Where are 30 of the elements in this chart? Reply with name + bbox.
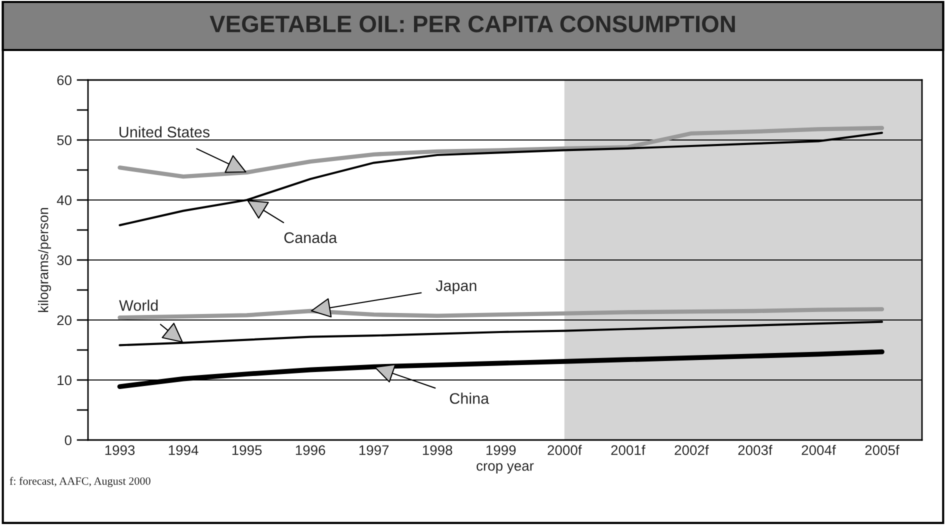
y-tick-label: 20 [57,315,72,326]
x-tick-label: 2002f [674,444,709,456]
x-tick-label: 1994 [168,445,198,456]
x-axis-title: crop year [476,463,534,474]
y-tick-label: 40 [56,195,72,206]
x-tick-label: 1993 [105,445,135,456]
x-tick-label: 2000f [548,444,582,456]
x-tick-label: 1995 [232,445,262,456]
x-tick-label: 2004f [802,444,836,456]
text: f: forecast, AAFC, August 2000 [10,476,150,488]
y-tick-label: 50 [57,135,72,146]
y-tick-label: 60 [57,75,72,86]
annotation: United States [120,126,210,138]
x-tick-label: 1997 [359,445,389,456]
y-axis-title: kilograms/person [38,208,52,312]
x-tick-label: 2001f [611,444,646,456]
x-tick-label: 2005f [865,444,900,456]
y-tick-label: 0 [64,435,72,446]
x-tick-label: 2003f [738,444,772,456]
y-tick-label: 30 [57,255,72,266]
line-series [118,126,884,179]
x-tick-label: 1999 [486,445,516,456]
annotation: Japan [436,280,476,294]
annotation: World [119,300,158,311]
x-tick-label: 1996 [296,445,326,456]
chart-title: VEGETABLE OIL: PER CAPITA CONSUMPTION [210,16,735,32]
annotation: China [450,392,490,404]
x-tick-label: 1998 [422,445,452,456]
y-tick-label: 10 [58,375,72,386]
annotation: Canada [284,232,338,244]
